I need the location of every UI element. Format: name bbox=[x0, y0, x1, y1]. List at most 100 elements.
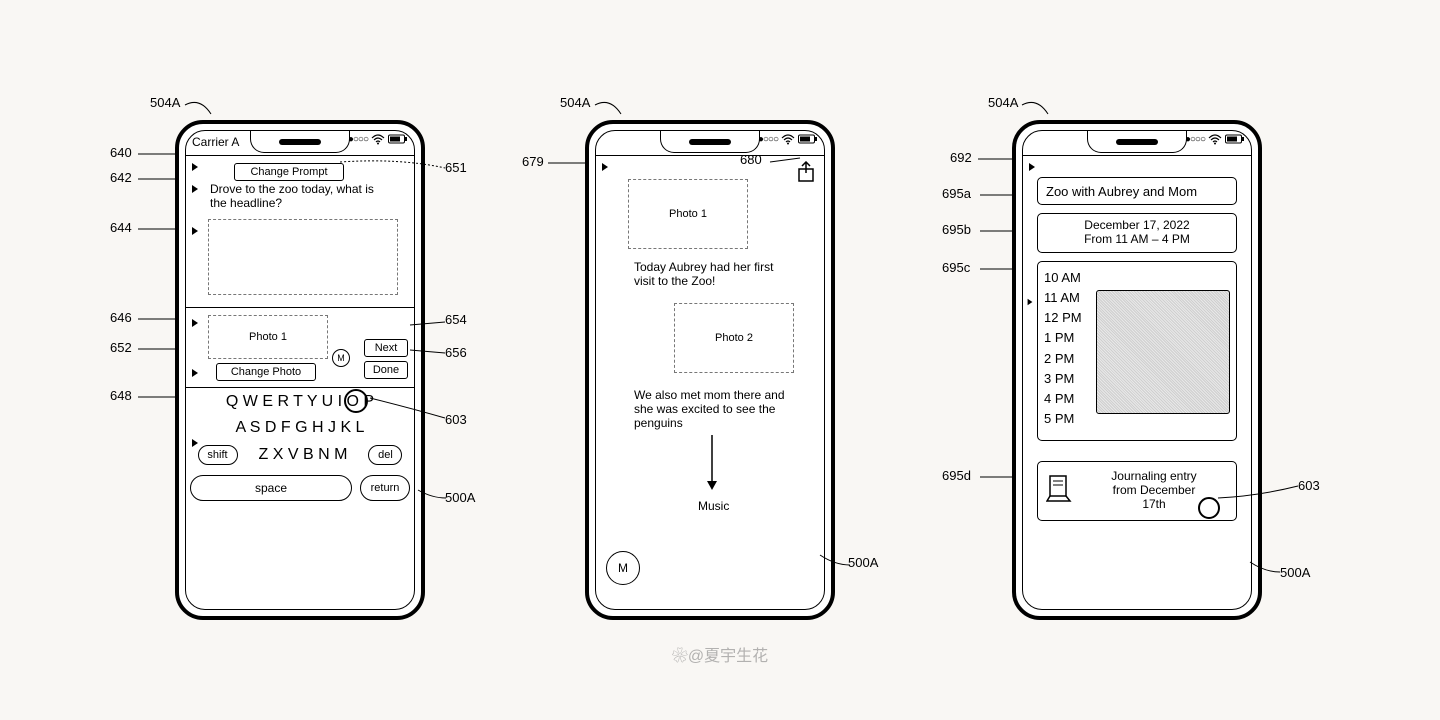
marker-icon bbox=[192, 319, 198, 327]
ref-642: 642 bbox=[110, 170, 132, 185]
marker-icon bbox=[1029, 163, 1035, 171]
divider bbox=[186, 155, 414, 156]
leader-line bbox=[980, 265, 1014, 273]
leader-line bbox=[138, 315, 178, 323]
speaker-slot bbox=[1116, 139, 1158, 145]
ref-500a: 500A bbox=[1280, 565, 1310, 580]
leader-line bbox=[980, 227, 1014, 235]
ref-695a: 695a bbox=[942, 186, 971, 201]
divider bbox=[186, 307, 414, 308]
marker-icon bbox=[602, 163, 608, 171]
ref-640: 640 bbox=[110, 145, 132, 160]
ref-504a: 504A bbox=[988, 95, 1018, 110]
leader-line bbox=[138, 345, 178, 353]
phone-screen-1: Carrier A ●●○○○ Change Prompt Drove to t… bbox=[185, 130, 415, 610]
notch bbox=[250, 131, 350, 153]
touch-indicator-icon bbox=[344, 389, 368, 413]
battery-icon bbox=[1225, 134, 1245, 145]
photo-2-slot[interactable]: Photo 2 bbox=[674, 303, 794, 373]
speaker-slot bbox=[689, 139, 731, 145]
event-block[interactable] bbox=[1096, 290, 1230, 414]
date-block: December 17, 2022 From 11 AM – 4 PM bbox=[1037, 213, 1237, 253]
time-slot: 10 AM bbox=[1044, 268, 1082, 288]
return-key[interactable]: return bbox=[360, 475, 410, 501]
leader-line bbox=[340, 160, 445, 172]
leader-line bbox=[138, 150, 178, 158]
photo-1-slot[interactable]: Photo 1 bbox=[628, 179, 748, 249]
ref-652: 652 bbox=[110, 340, 132, 355]
leader-line bbox=[418, 490, 446, 502]
photo-2-label: Photo 2 bbox=[715, 332, 753, 344]
battery-icon bbox=[798, 134, 818, 145]
leader-line bbox=[820, 555, 850, 569]
watermark: ❀@夏宇生花 bbox=[672, 642, 768, 666]
journal-icon bbox=[1046, 474, 1072, 509]
marker-icon bbox=[192, 185, 198, 193]
marker-icon bbox=[192, 369, 198, 377]
divider bbox=[596, 155, 824, 156]
ref-646: 646 bbox=[110, 310, 132, 325]
ref-504a: 504A bbox=[560, 95, 590, 110]
ref-679: 679 bbox=[522, 154, 544, 169]
headline-input[interactable] bbox=[208, 219, 398, 295]
ref-500a: 500A bbox=[445, 490, 475, 505]
space-key[interactable]: space bbox=[190, 475, 352, 501]
leader-line bbox=[1022, 100, 1052, 120]
leader-line bbox=[138, 175, 178, 183]
date-line2: From 11 AM – 4 PM bbox=[1084, 233, 1190, 247]
photo-1-label: Photo 1 bbox=[249, 331, 287, 343]
notch bbox=[660, 131, 760, 153]
leader-line bbox=[978, 155, 1014, 163]
shift-key[interactable]: shift bbox=[198, 445, 238, 465]
ref-651: 651 bbox=[445, 160, 467, 175]
phone-screen-2: ●●○○○ Photo 1 Today Aubrey had her first… bbox=[595, 130, 825, 610]
time-slot: 3 PM bbox=[1044, 369, 1082, 389]
time-slot: 4 PM bbox=[1044, 389, 1082, 409]
divider bbox=[1023, 155, 1251, 156]
caption-1: Today Aubrey had her first visit to the … bbox=[634, 261, 794, 289]
kb-row3[interactable]: Z X V B N M bbox=[259, 446, 348, 464]
time-slot: 1 PM bbox=[1044, 328, 1082, 348]
caption-2: We also met mom there and she was excite… bbox=[634, 389, 804, 430]
ref-654: 654 bbox=[445, 312, 467, 327]
wifi-icon bbox=[781, 134, 795, 145]
leader-line bbox=[548, 159, 588, 167]
photo-1-label: Photo 1 bbox=[669, 208, 707, 220]
phone-frame-2: ●●○○○ Photo 1 Today Aubrey had her first… bbox=[585, 120, 835, 620]
leader-line bbox=[410, 350, 445, 356]
marker-icon bbox=[1028, 299, 1033, 305]
del-key[interactable]: del bbox=[368, 445, 402, 465]
kb-row2[interactable]: A S D F G H J K L bbox=[236, 419, 365, 437]
done-button[interactable]: Done bbox=[364, 361, 408, 379]
change-prompt-button[interactable]: Change Prompt bbox=[234, 163, 344, 181]
leader-line bbox=[1250, 562, 1280, 576]
leader-line bbox=[595, 100, 625, 120]
ref-504a: 504A bbox=[150, 95, 180, 110]
leader-line bbox=[1218, 484, 1298, 498]
next-button[interactable]: Next bbox=[364, 339, 408, 357]
music-label: Music bbox=[698, 499, 729, 513]
marker-icon bbox=[192, 227, 198, 235]
touch-indicator-icon bbox=[1198, 497, 1220, 519]
photo-1-slot[interactable]: Photo 1 bbox=[208, 315, 328, 359]
ref-603: 603 bbox=[445, 412, 467, 427]
speaker-slot bbox=[279, 139, 321, 145]
ref-648: 648 bbox=[110, 388, 132, 403]
wifi-icon bbox=[371, 134, 385, 145]
ref-695c: 695c bbox=[942, 260, 970, 275]
diagram-stage: Carrier A ●●○○○ Change Prompt Drove to t… bbox=[0, 0, 1440, 720]
ref-644: 644 bbox=[110, 220, 132, 235]
date-line1: December 17, 2022 bbox=[1084, 219, 1189, 233]
carrier-label: Carrier A bbox=[192, 135, 239, 149]
ref-603: 603 bbox=[1298, 478, 1320, 493]
time-list: 10 AM 11 AM 12 PM 1 PM 2 PM 3 PM 4 PM 5 … bbox=[1044, 268, 1082, 429]
leader-line bbox=[770, 158, 800, 168]
battery-icon bbox=[388, 134, 408, 145]
divider bbox=[186, 387, 414, 388]
m-badge-button[interactable]: M bbox=[606, 551, 640, 585]
change-photo-button[interactable]: Change Photo bbox=[216, 363, 316, 381]
leader-line bbox=[410, 322, 445, 328]
ref-692: 692 bbox=[950, 150, 972, 165]
time-slot: 2 PM bbox=[1044, 349, 1082, 369]
entry-title[interactable]: Zoo with Aubrey and Mom bbox=[1037, 177, 1237, 205]
